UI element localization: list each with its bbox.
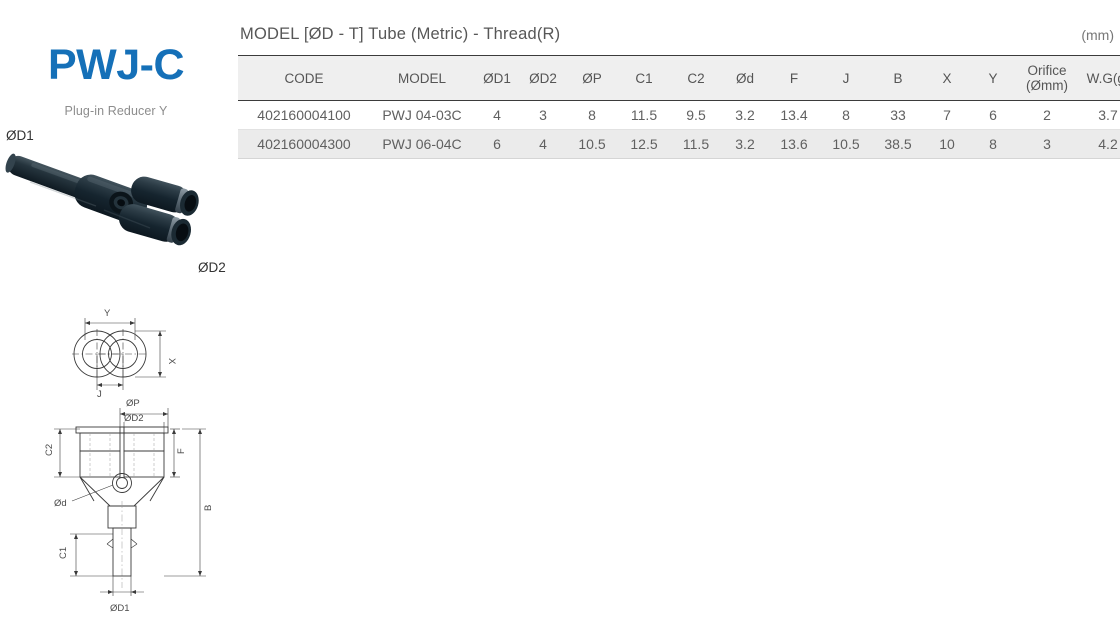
cell-c1: 12.5 (618, 129, 670, 160)
drawing-label-d: Ød (54, 498, 67, 509)
cell-d: 3.2 (722, 129, 768, 160)
col-header-f: F (768, 54, 820, 102)
col-header-model: MODEL (370, 54, 474, 102)
col-header-d1: ØD1 (474, 54, 520, 102)
col-header-c2: C2 (670, 54, 722, 102)
cell-d2: 4 (520, 129, 566, 160)
cell-p: 10.5 (566, 129, 618, 160)
cell-x: 7 (924, 100, 970, 131)
cell-wg: 3.7 (1078, 100, 1120, 131)
drawing-label-x: X (166, 358, 177, 365)
cell-c2: 9.5 (670, 100, 722, 131)
cell-f: 13.6 (768, 129, 820, 160)
col-header-d: Ød (722, 54, 768, 102)
cell-x: 10 (924, 129, 970, 160)
col-header-c1: C1 (618, 54, 670, 102)
table-row: 402160004300 PWJ 06-04C 6 4 10.5 12.5 11… (238, 129, 1120, 160)
drawing-label-c2: C2 (44, 444, 55, 456)
col-header-d2: ØD2 (520, 54, 566, 102)
col-header-code: CODE (238, 54, 370, 102)
table-caption: MODEL [ØD - T] Tube (Metric) - Thread(R) (240, 25, 561, 43)
col-header-wg: W.G(g) (1078, 54, 1120, 102)
table-row: 402160004100 PWJ 04-03C 4 3 8 11.5 9.5 3… (238, 100, 1120, 131)
cell-f: 13.4 (768, 100, 820, 131)
cell-y: 6 (970, 100, 1016, 131)
specification-panel: MODEL [ØD - T] Tube (Metric) - Thread(R)… (236, 0, 1120, 617)
cell-d: 3.2 (722, 100, 768, 131)
product-overview-panel: PWJ-C Plug-in Reducer Y ØD1 ØD2 (0, 0, 232, 617)
technical-drawing: Y J X ØP ØD2 C2 F Ød B C1 ØD1 (44, 308, 214, 614)
table-header-row: CODE MODEL ØD1 ØD2 ØP C1 C2 Ød F J B X Y… (238, 54, 1120, 102)
drawing-label-d2: ØD2 (124, 413, 144, 424)
drawing-label-p: ØP (126, 398, 140, 409)
drawing-label-b: B (203, 505, 214, 511)
photo-dimension-label-d1: ØD1 (6, 128, 34, 143)
drawing-label-d1: ØD1 (110, 603, 130, 614)
page-title: PWJ-C (47, 41, 185, 89)
cell-orifice: 2 (1016, 100, 1078, 131)
cell-y: 8 (970, 129, 1016, 160)
cell-j: 8 (820, 100, 872, 131)
drawing-label-f: F (176, 448, 187, 454)
cell-d1: 4 (474, 100, 520, 131)
col-header-orifice-line2: (Ømm) (1026, 78, 1068, 94)
cell-b: 33 (872, 100, 924, 131)
col-header-p: ØP (566, 54, 618, 102)
unit-note: (mm) (1081, 27, 1114, 43)
cell-c1: 11.5 (618, 100, 670, 131)
cell-wg: 4.2 (1078, 129, 1120, 160)
product-subtitle: Plug-in Reducer Y (64, 104, 168, 118)
specification-table: CODE MODEL ØD1 ØD2 ØP C1 C2 Ød F J B X Y… (238, 54, 1120, 160)
cell-b: 38.5 (872, 129, 924, 160)
drawing-label-j: J (97, 389, 102, 400)
col-header-b: B (872, 54, 924, 102)
cell-j: 10.5 (820, 129, 872, 160)
cell-model: PWJ 04-03C (370, 100, 474, 131)
product-photo (5, 153, 199, 246)
cell-orifice: 3 (1016, 129, 1078, 160)
col-header-orifice: Orifice (Ømm) (1016, 54, 1078, 102)
col-header-orifice-line1: Orifice (1027, 63, 1067, 78)
cell-p: 8 (566, 100, 618, 131)
cell-model: PWJ 06-04C (370, 129, 474, 160)
cell-c2: 11.5 (670, 129, 722, 160)
drawing-label-y: Y (104, 308, 111, 319)
photo-dimension-label-d2: ØD2 (198, 260, 226, 275)
cell-code: 402160004300 (238, 129, 370, 160)
cell-d1: 6 (474, 129, 520, 160)
cell-code: 402160004100 (238, 100, 370, 131)
col-header-x: X (924, 54, 970, 102)
cell-d2: 3 (520, 100, 566, 131)
drawing-label-c1: C1 (58, 547, 69, 559)
col-header-y: Y (970, 54, 1016, 102)
col-header-j: J (820, 54, 872, 102)
